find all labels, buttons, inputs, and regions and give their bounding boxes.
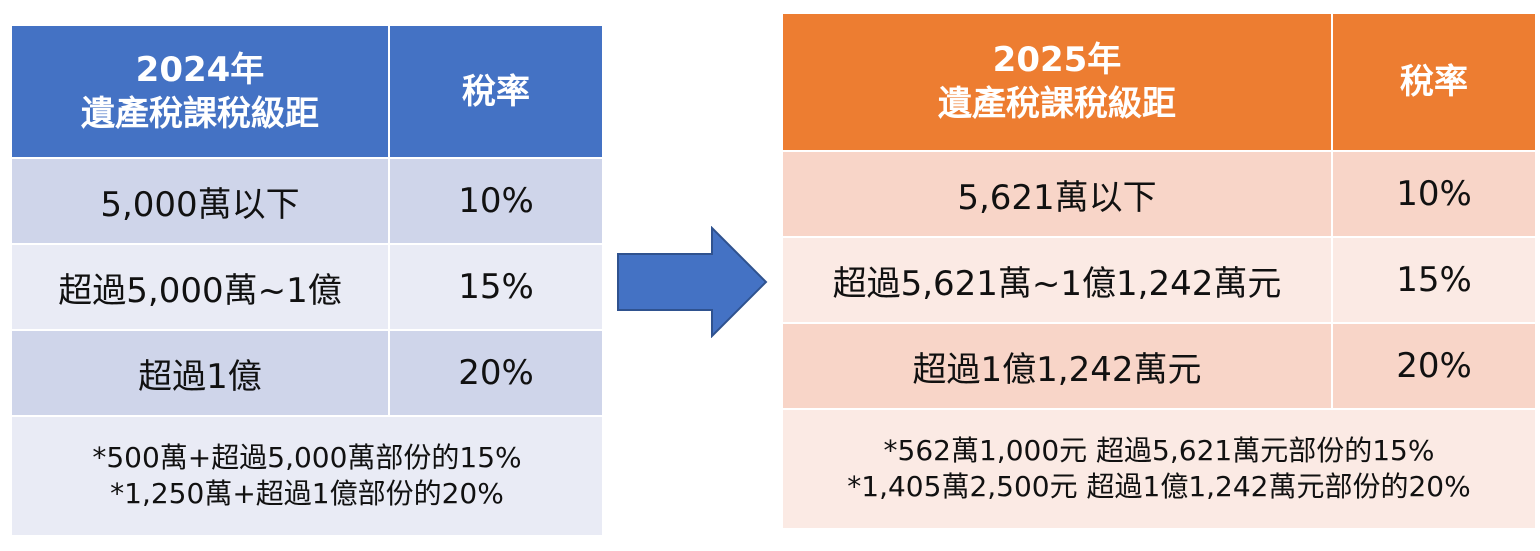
notes-row: *562萬1,000元 超過5,621萬元部份的15% *1,405萬2,500…: [781, 408, 1537, 530]
header-year: 2025年: [992, 40, 1122, 80]
bracket-header: 2025年 遺產稅課稅級距: [781, 12, 1333, 152]
table-row: 超過5,621萬~1億1,242萬元 15%: [781, 236, 1537, 324]
table-header-row: 2025年 遺產稅課稅級距 稅率: [781, 12, 1537, 152]
estate-tax-table-2024: 2024年 遺產稅課稅級距 稅率 5,000萬以下 10% 超過5,000萬~1…: [10, 24, 604, 537]
rate-cell: 10%: [388, 157, 604, 245]
rate-cell: 10%: [1331, 150, 1537, 238]
bracket-cell: 5,000萬以下: [10, 157, 390, 245]
note-line: *562萬1,000元 超過5,621萬元部份的15%: [883, 434, 1435, 467]
notes-cell: *500萬+超過5,000萬部份的15% *1,250萬+超過1億部份的20%: [10, 415, 604, 537]
right-arrow-icon: [617, 226, 768, 338]
header-title: 遺產稅課稅級距: [81, 93, 319, 134]
rate-cell: 15%: [1331, 236, 1537, 324]
estate-tax-table-2025: 2025年 遺產稅課稅級距 稅率 5,621萬以下 10% 超過5,621萬~1…: [781, 12, 1537, 530]
note-line: *1,250萬+超過1億部份的20%: [110, 477, 504, 510]
header-year: 2024年: [135, 49, 265, 90]
table-row: 5,621萬以下 10%: [781, 150, 1537, 238]
rate-cell: 20%: [1331, 322, 1537, 410]
bracket-cell: 超過1億1,242萬元: [781, 322, 1333, 410]
note-line: *1,405萬2,500元 超過1億1,242萬元部份的20%: [847, 470, 1471, 503]
bracket-cell: 5,621萬以下: [781, 150, 1333, 238]
bracket-cell: 超過5,621萬~1億1,242萬元: [781, 236, 1333, 324]
table-header-row: 2024年 遺產稅課稅級距 稅率: [10, 24, 604, 159]
rate-cell: 20%: [388, 329, 604, 417]
table-row: 超過5,000萬~1億 15%: [10, 243, 604, 331]
table-row: 超過1億1,242萬元 20%: [781, 322, 1537, 410]
rate-header: 稅率: [388, 24, 604, 159]
header-title: 遺產稅課稅級距: [938, 84, 1176, 124]
rate-header: 稅率: [1331, 12, 1537, 152]
bracket-cell: 超過1億: [10, 329, 390, 417]
note-line: *500萬+超過5,000萬部份的15%: [92, 441, 522, 474]
bracket-cell: 超過5,000萬~1億: [10, 243, 390, 331]
notes-row: *500萬+超過5,000萬部份的15% *1,250萬+超過1億部份的20%: [10, 415, 604, 537]
table-row: 5,000萬以下 10%: [10, 157, 604, 245]
table-row: 超過1億 20%: [10, 329, 604, 417]
rate-cell: 15%: [388, 243, 604, 331]
bracket-header: 2024年 遺產稅課稅級距: [10, 24, 390, 159]
arrow-shape: [617, 226, 768, 338]
notes-cell: *562萬1,000元 超過5,621萬元部份的15% *1,405萬2,500…: [781, 408, 1537, 530]
